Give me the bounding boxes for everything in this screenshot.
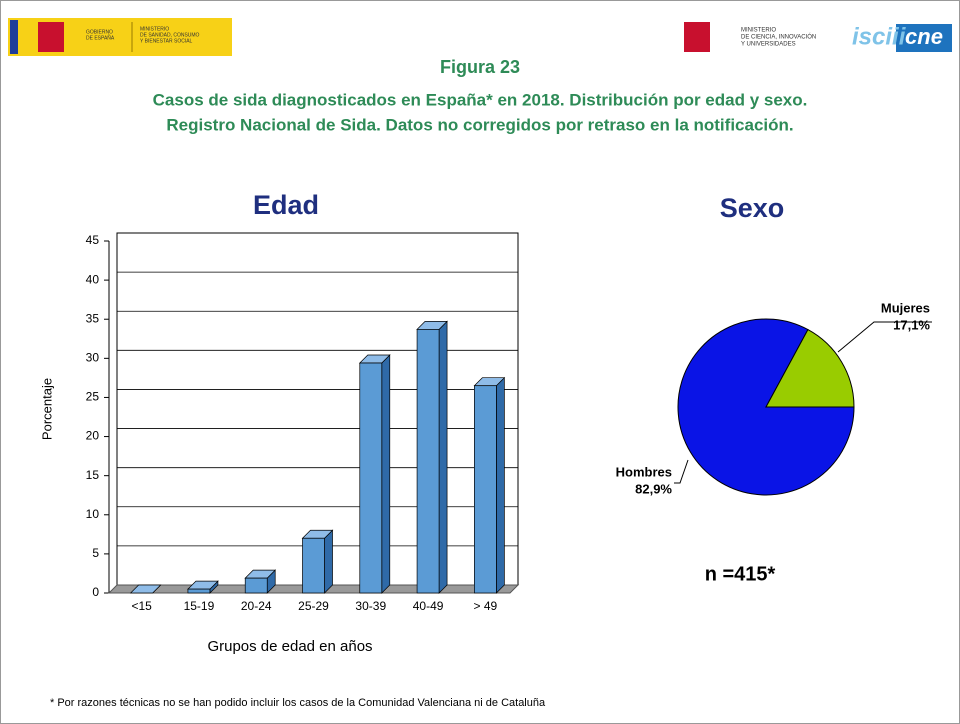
logo-text: Y UNIVERSIDADES (741, 42, 796, 48)
x-tick-label: 40-49 (413, 599, 444, 613)
x-tick-label: > 49 (474, 599, 498, 613)
eu-flag (10, 20, 18, 54)
cne-box (896, 24, 952, 52)
chart-title: Sexo (720, 193, 785, 223)
coat-of-arms (38, 22, 64, 52)
logo-text: isciii (852, 23, 907, 50)
x-axis-label: Grupos de edad en años (207, 638, 372, 655)
logo-text: MINISTERIO (140, 26, 169, 32)
slice-label: Mujeres (881, 300, 930, 315)
logo-text: DE ESPAÑA (86, 34, 115, 41)
bar-side (324, 529, 333, 594)
figure-label: Figura 23 (440, 57, 520, 77)
leader-line (837, 321, 932, 353)
logo-text: DE CIENCIA, INNOVACIÓN (741, 34, 816, 41)
logo-text: GOBIERNO (86, 29, 113, 35)
leader-line (674, 459, 689, 484)
coat-of-arms (684, 22, 710, 52)
y-tick-label: 45 (86, 233, 100, 247)
logo-text: cne (905, 24, 943, 49)
bar (187, 588, 211, 594)
bar (474, 385, 497, 594)
x-tick-label: 15-19 (184, 599, 215, 613)
logo-text: Y BIENESTAR SOCIAL (140, 38, 193, 44)
slice-value-label: 82,9% (635, 481, 672, 496)
y-tick-label: 30 (86, 351, 100, 365)
pie-slice (765, 328, 855, 408)
y-tick-label: 5 (92, 546, 99, 560)
y-tick-label: 0 (92, 585, 99, 599)
bar-side (381, 354, 391, 594)
y-tick-label: 10 (86, 507, 100, 521)
slide-title: Casos de sida diagnosticados en España* … (153, 90, 808, 109)
bar-top (129, 584, 162, 594)
y-tick-label: 40 (86, 272, 100, 286)
y-axis-label: Porcentaje (39, 378, 54, 440)
logo-text: MINISTERIO (741, 28, 776, 34)
bar-side (438, 320, 448, 594)
chart-title: Edad (253, 190, 319, 220)
slide-title: Registro Nacional de Sida. Datos no corr… (166, 115, 793, 134)
logo-text: DE SANIDAD, CONSUMO (140, 32, 200, 38)
slice-label: Hombres (616, 464, 672, 479)
y-tick-label: 15 (86, 468, 100, 482)
x-tick-label: <15 (131, 599, 152, 613)
bar (302, 537, 325, 594)
bar (359, 362, 383, 594)
bar-side (496, 376, 505, 594)
y-tick-label: 20 (86, 429, 100, 443)
annotation: n =415* (705, 563, 776, 585)
plot-area (116, 232, 519, 586)
bar (244, 577, 268, 594)
x-tick-label: 25-29 (298, 599, 329, 613)
y-tick-label: 25 (86, 390, 100, 404)
slice-value-label: 17,1% (893, 317, 930, 332)
x-tick-label: 20-24 (241, 599, 272, 613)
footnote: * Por razones técnicas no se han podido … (50, 697, 546, 709)
bar (416, 329, 440, 594)
y-tick-label: 35 (86, 311, 100, 325)
x-tick-label: 30-39 (355, 599, 386, 613)
